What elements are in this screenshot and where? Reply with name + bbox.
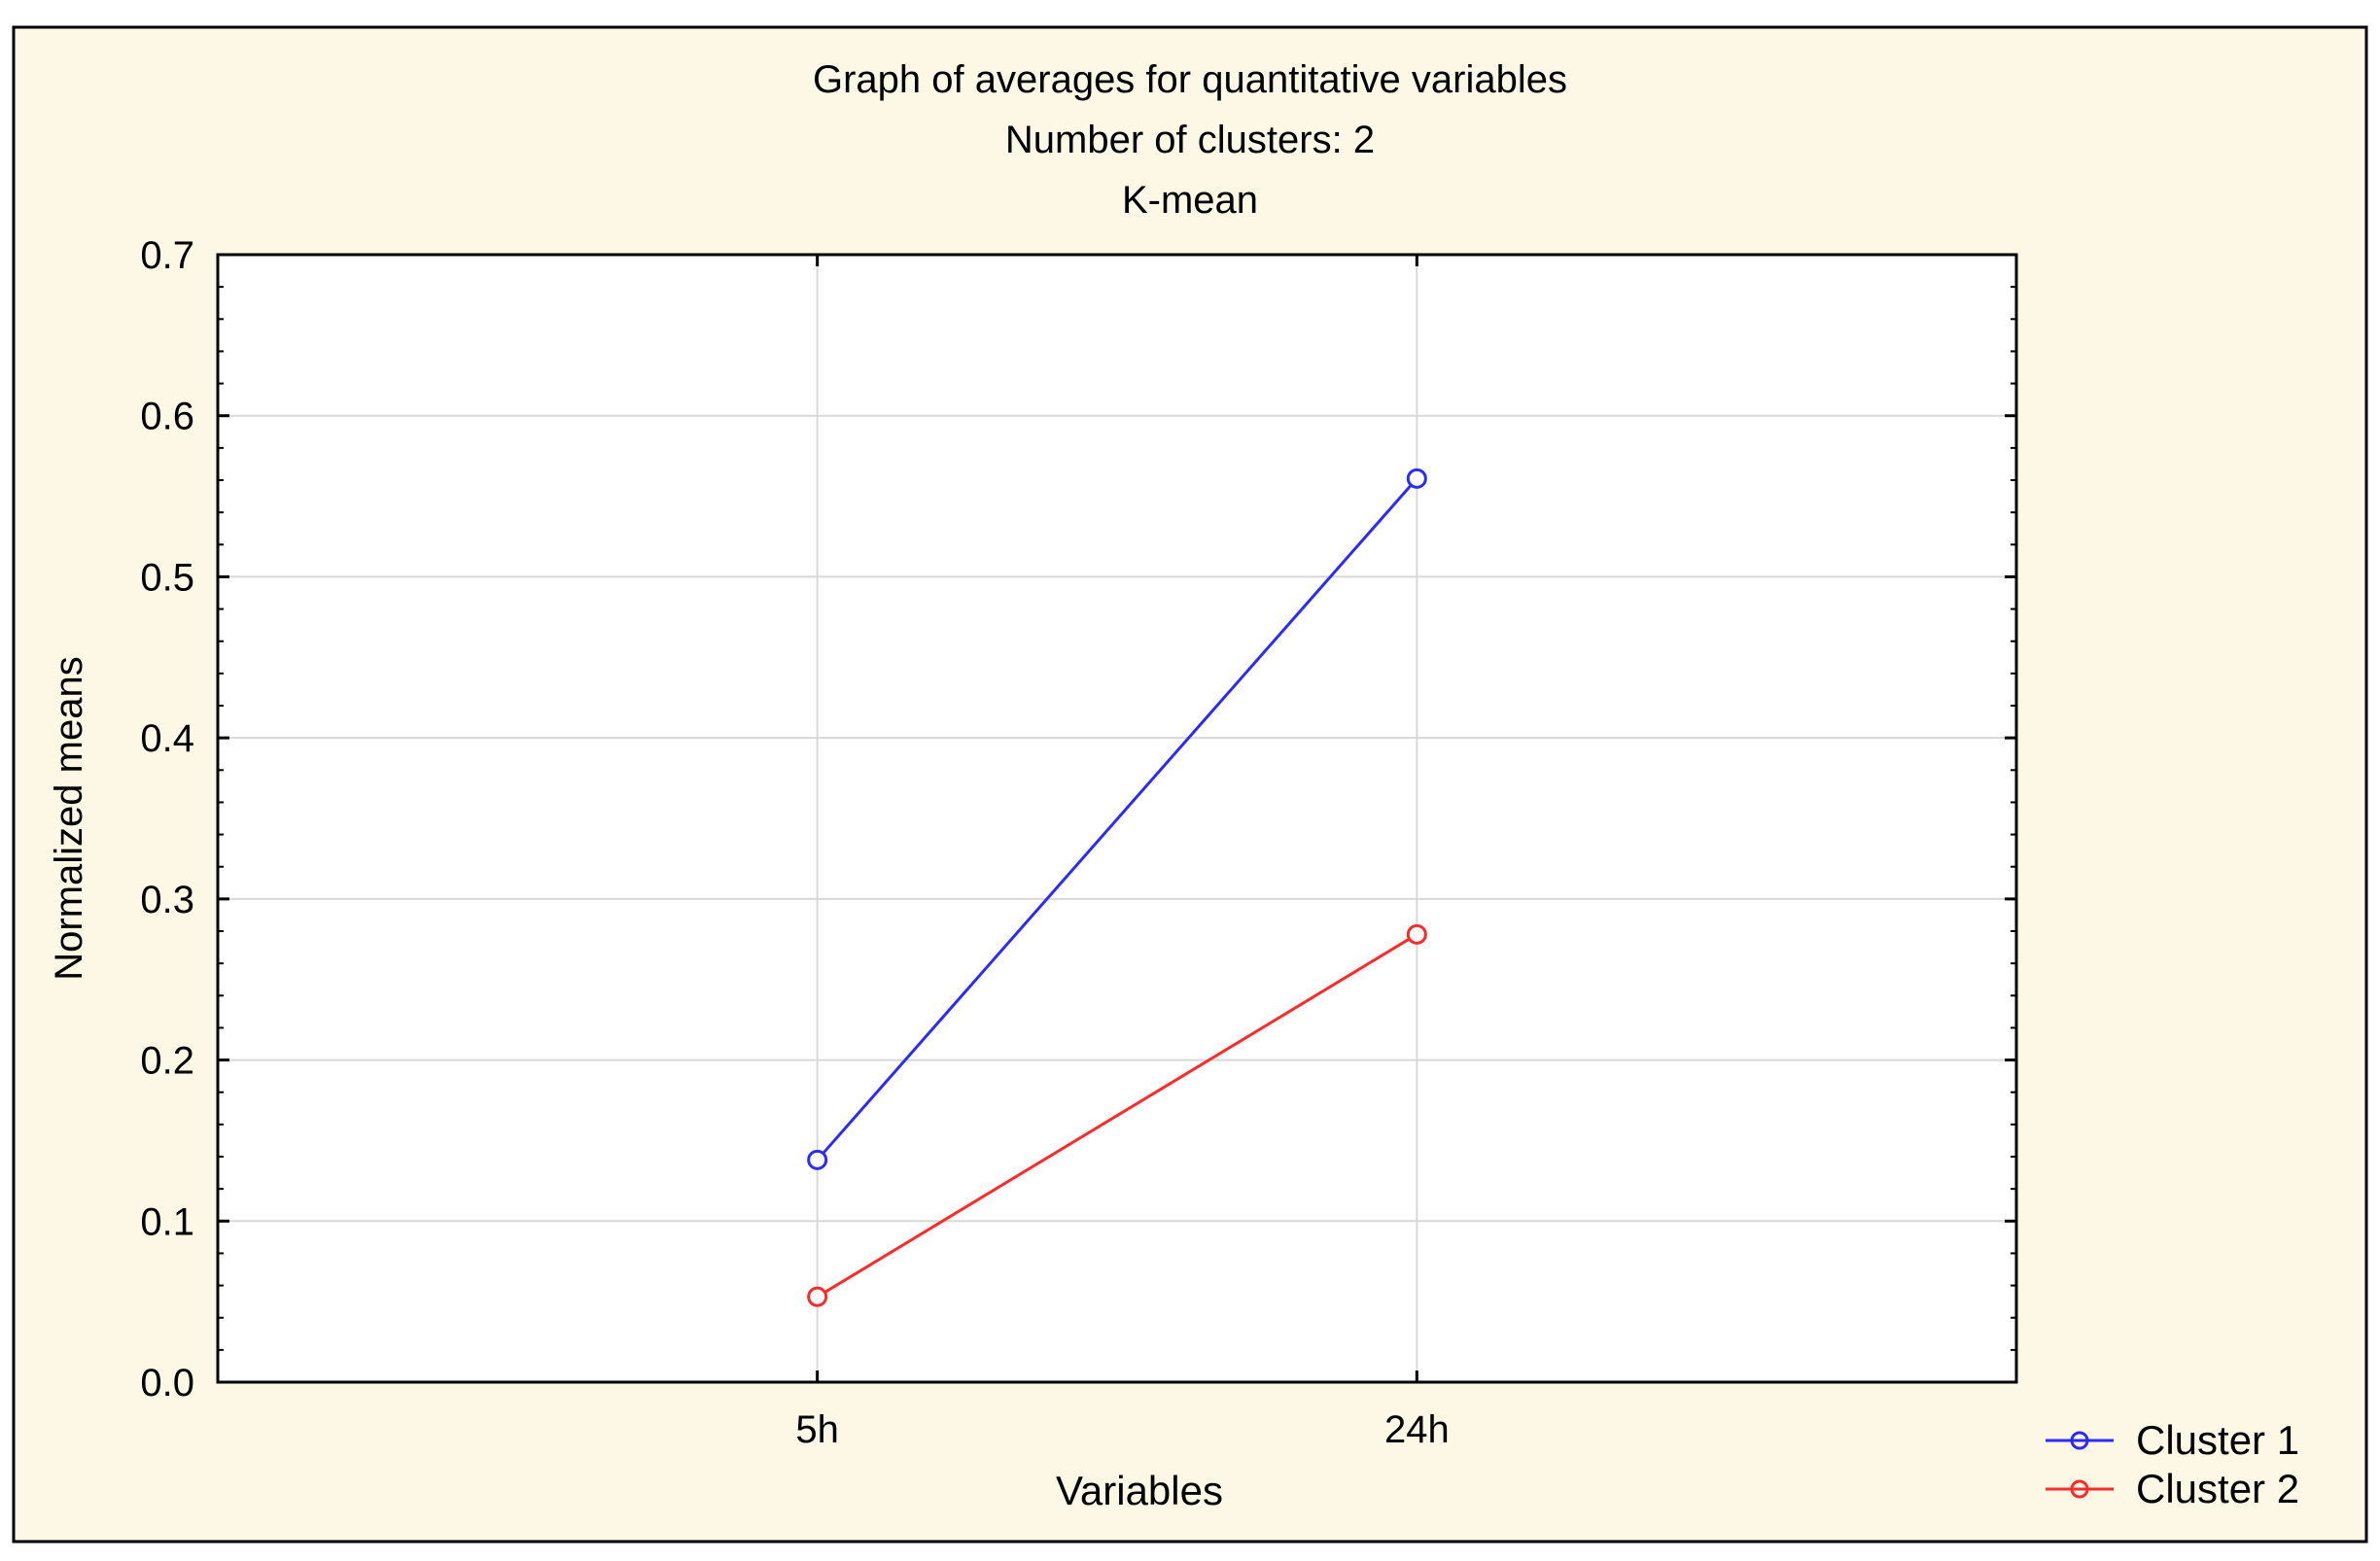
data-point-cluster-1 [1406, 468, 1427, 489]
series-layer [807, 468, 1427, 1307]
chart-subtitle-2: K-mean [1122, 179, 1258, 222]
plot-frame [216, 253, 2018, 1384]
y-tick-label: 0.0 [140, 1362, 194, 1405]
legend-label-cluster-2: Cluster 2 [2136, 1466, 2299, 1511]
legend-item-cluster-1: Cluster 1 [2046, 1417, 2299, 1463]
y-tick-label: 0.2 [140, 1040, 194, 1083]
legend-marker-cluster-1 [2070, 1431, 2089, 1450]
x-axis-label: Variables [1056, 1468, 1223, 1513]
series-line-cluster-1 [816, 477, 1418, 1162]
chart-title: Graph of averages for quantitative varia… [813, 58, 1567, 101]
tick-layer: 0.0 0.1 0.2 0.3 0.4 0.5 0.6 0.7 5h 24h [140, 234, 2016, 1451]
y-tick-label: 0.6 [140, 396, 194, 438]
y-axis-label: Normalized means [48, 656, 90, 980]
y-tick-label: 0.7 [140, 234, 194, 277]
y-tick-label: 0.1 [140, 1200, 194, 1243]
legend-label-cluster-1: Cluster 1 [2136, 1417, 2299, 1463]
series-line-cluster-2 [816, 933, 1418, 1299]
y-tick-label: 0.4 [140, 717, 194, 760]
legend: Cluster 1 Cluster 2 [2046, 1417, 2299, 1511]
chart-subtitle-1: Number of clusters: 2 [1005, 119, 1375, 161]
y-tick-label: 0.5 [140, 556, 194, 599]
legend-item-cluster-2: Cluster 2 [2046, 1466, 2299, 1511]
data-point-cluster-1 [807, 1149, 828, 1170]
y-tick-label: 0.3 [140, 879, 194, 921]
x-tick-label: 5h [795, 1408, 839, 1451]
grid-layer [218, 255, 2016, 1382]
legend-marker-cluster-2 [2070, 1479, 2089, 1499]
x-tick-label: 24h [1384, 1408, 1450, 1451]
data-point-cluster-2 [1406, 923, 1427, 945]
data-point-cluster-2 [807, 1286, 828, 1307]
